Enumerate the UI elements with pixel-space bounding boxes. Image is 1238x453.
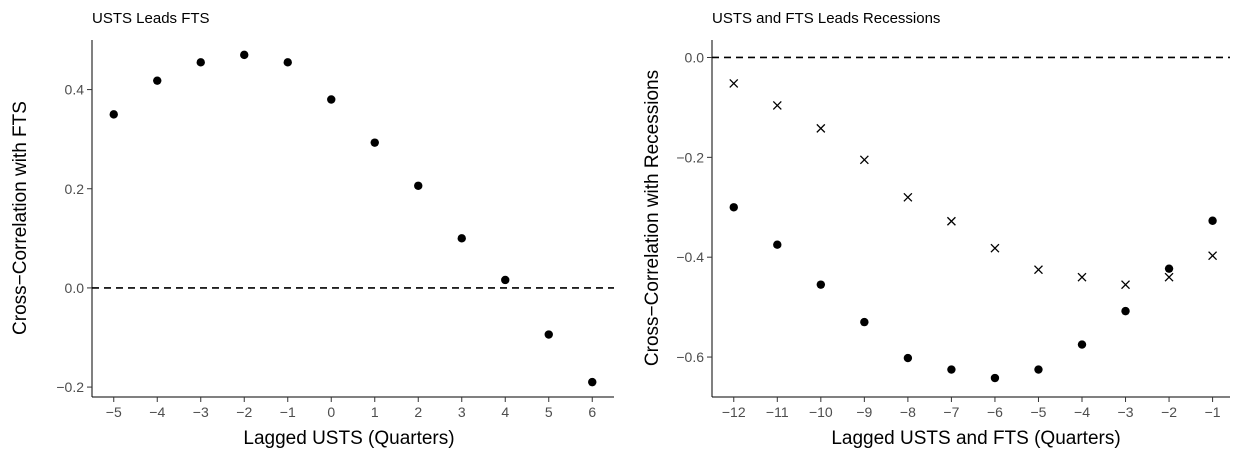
data-point-circle <box>1208 216 1217 225</box>
data-point-cross <box>1121 280 1130 290</box>
x-tick-label: −4 <box>149 404 165 420</box>
data-point-circle <box>240 50 249 60</box>
right-panel: USTS and FTS Leads Recessions Cross−Corr… <box>642 10 1230 449</box>
data-point-cross <box>729 78 739 88</box>
x-tick-label: −5 <box>106 404 122 420</box>
data-point-circle <box>1121 306 1130 316</box>
x-tick-label: 6 <box>588 404 596 420</box>
data-point-cross <box>859 155 869 165</box>
y-tick-label: 0.0 <box>685 49 705 65</box>
x-tick-label: −9 <box>856 404 872 420</box>
data-point-circle <box>860 317 869 327</box>
y-tick-label: −0.2 <box>676 149 704 165</box>
data-point-cross <box>1208 251 1218 261</box>
data-point-cross <box>816 123 826 133</box>
y-tick-label: −0.4 <box>676 249 704 265</box>
data-point-circle <box>1077 340 1087 349</box>
x-tick-label: 0 <box>327 404 335 420</box>
data-point-circle <box>370 138 379 147</box>
x-tick-label: −1 <box>1205 404 1221 420</box>
x-tick-label: 5 <box>545 404 553 420</box>
x-tick-label: −1 <box>280 404 296 420</box>
data-point-circle <box>501 275 510 285</box>
data-point-circle <box>903 353 913 363</box>
data-point-circle <box>153 76 162 85</box>
data-point-circle <box>196 58 205 67</box>
x-tick-label: −8 <box>900 404 916 420</box>
x-tick-label: 2 <box>414 404 422 420</box>
x-tick-label: −7 <box>943 404 959 420</box>
x-tick-label: 4 <box>501 404 509 420</box>
data-point-circle <box>457 234 466 243</box>
y-tick-label: −0.6 <box>676 349 704 365</box>
data-point-circle <box>816 280 826 289</box>
data-point-circle <box>109 110 118 119</box>
y-tick-label: 0.2 <box>65 181 85 197</box>
data-point-circle <box>544 330 553 339</box>
x-tick-label: −11 <box>766 404 789 420</box>
y-tick-label: −0.2 <box>56 379 84 395</box>
x-tick-label: −4 <box>1074 404 1090 420</box>
data-point-circle <box>1164 264 1174 273</box>
data-point-cross <box>1164 272 1174 282</box>
x-tick-label: −2 <box>1161 404 1177 420</box>
right-y-axis-title: Cross−Correlation with Recessions <box>642 70 663 366</box>
x-tick-label: −3 <box>1118 404 1134 420</box>
left-y-axis-title: Cross−Correlation with FTS <box>10 101 31 335</box>
data-point-cross <box>1034 265 1043 275</box>
x-tick-label: −6 <box>987 404 1003 420</box>
x-tick-label: −3 <box>193 404 209 420</box>
data-point-cross <box>946 216 956 226</box>
right-plot-area: −12 −11 −10 −9 −8 −7 −6 −5 −4 −3 −2 −1 −0.6 −0.4 −0.2 0… <box>676 40 1230 420</box>
left-panel: USTS Leads FTS Cross−Correlation with FT… <box>10 10 614 449</box>
left-x-axis-title: Lagged USTS (Quarters) <box>243 428 454 449</box>
x-tick-label: −2 <box>236 404 252 420</box>
data-point-circle <box>414 181 423 190</box>
data-point-cross <box>903 192 913 202</box>
data-point-cross <box>1077 272 1087 282</box>
data-point-circle <box>729 203 738 212</box>
data-point-circle <box>773 240 782 249</box>
data-point-cross <box>772 100 782 110</box>
right-x-axis-title: Lagged USTS and FTS (Quarters) <box>831 428 1120 449</box>
x-tick-label: 3 <box>458 404 466 420</box>
data-point-circle <box>283 58 292 67</box>
data-point-circle <box>1034 365 1043 374</box>
right-chart-title: USTS and FTS Leads Recessions <box>712 10 940 27</box>
left-plot-area: −5 −4 −3 −2 −1 0 1 2 3 4 5 6 −0.2 0.0 0.2 0.4 <box>56 40 614 420</box>
x-tick-label: −12 <box>722 404 746 420</box>
data-point-circle <box>947 365 956 374</box>
y-tick-label: 0.0 <box>65 280 85 296</box>
data-point-cross <box>990 243 1000 253</box>
data-point-circle <box>588 377 597 387</box>
y-tick-label: 0.4 <box>65 82 85 98</box>
data-point-circle <box>327 95 336 104</box>
data-point-circle <box>990 373 1000 383</box>
left-chart-title: USTS Leads FTS <box>92 10 210 27</box>
x-tick-label: −10 <box>809 404 833 420</box>
x-tick-label: −5 <box>1030 404 1046 420</box>
x-tick-label: 1 <box>371 404 379 420</box>
